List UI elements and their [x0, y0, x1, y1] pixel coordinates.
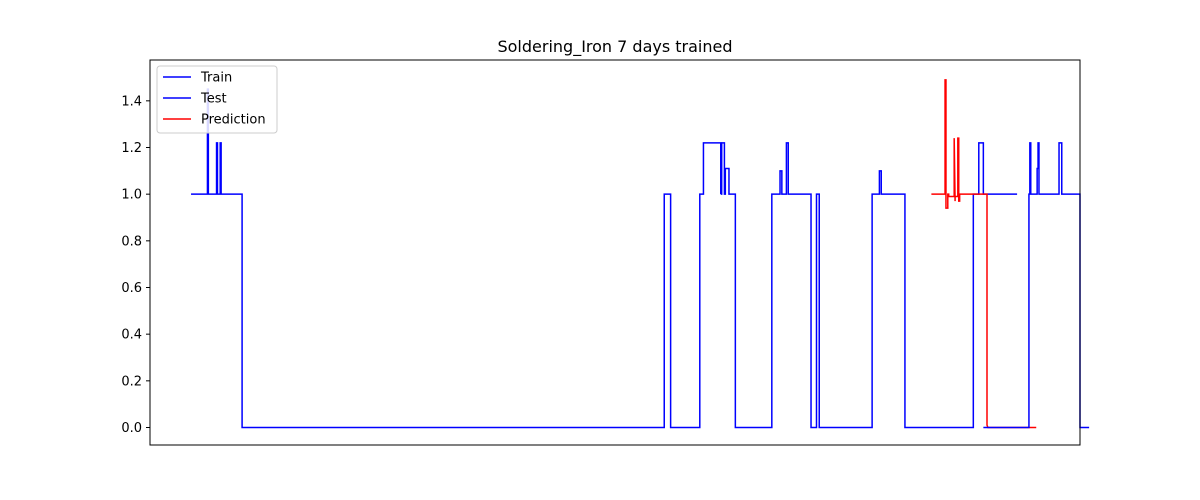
legend-label-train: Train [200, 71, 232, 86]
y-tick-label: 0.0 [121, 421, 142, 436]
plot-area [149, 59, 1090, 446]
series-line-test-1 [720, 142, 1018, 429]
series-layer [191, 79, 1090, 429]
y-tick-label: 1.2 [121, 141, 142, 156]
plot-frame [149, 59, 1081, 446]
y-tick-label: 0.8 [121, 234, 142, 249]
series-line-train-0 [191, 88, 722, 429]
legend-entries: Train Test Prediction [163, 71, 266, 128]
legend-box [156, 65, 278, 134]
chart-title: Soldering_Iron 7 days trained [497, 37, 732, 57]
y-tick-label: 0.2 [121, 374, 142, 389]
y-tick-label: 0.6 [121, 281, 142, 296]
legend-label-test: Test [200, 92, 227, 107]
legend-label-prediction: Prediction [201, 113, 266, 128]
y-axis: 0.0 0.2 0.4 0.6 0.8 1.0 1.2 1.4 [121, 94, 150, 436]
y-tick-label: 1.4 [121, 94, 142, 109]
series-line-test-3 [983, 142, 1090, 429]
series-line-prediction-2 [931, 79, 1037, 429]
legend: Train Test Prediction [156, 65, 278, 134]
y-tick-label: 0.4 [121, 328, 142, 343]
y-tick-label: 1.0 [121, 188, 142, 203]
